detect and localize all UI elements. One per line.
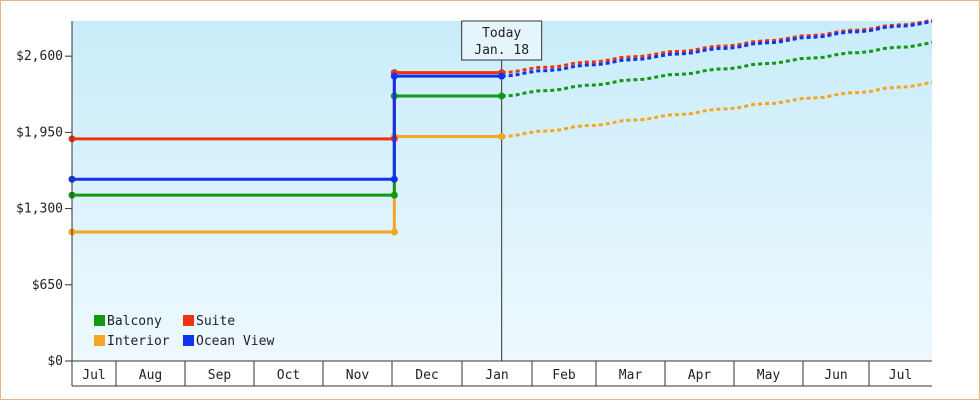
x-tick-label: Feb [552,368,576,383]
legend-swatch-ocean-view [183,335,194,346]
legend-swatch-balcony [94,315,105,326]
legend-swatch-interior [94,335,105,346]
forecast-line-interior [501,80,933,138]
legend-label-interior: Interior [107,334,170,349]
x-tick-label: Jul [82,368,105,383]
x-tick-label: Dec [415,368,438,383]
data-point-interior [390,228,398,236]
data-point-ocean-view [390,72,398,80]
data-point-balcony [498,92,506,100]
y-tick-label: $0 [47,354,63,369]
data-point-balcony [390,191,398,199]
x-tick-label: Apr [688,368,712,383]
x-tick-label: Aug [139,368,162,383]
x-tick-label: Jun [824,368,847,383]
forecast-line-balcony [501,41,933,98]
legend-swatch-suite [183,315,194,326]
today-box [461,20,543,61]
x-tick-label: May [757,368,781,383]
legend: Balcony Suite Interior Ocean View [94,314,274,349]
forecast-line-ocean-view [501,19,933,78]
legend-label-ocean-view: Ocean View [196,334,274,349]
x-tick-label: Nov [346,368,370,383]
legend-label-suite: Suite [196,314,235,329]
legend-label-balcony: Balcony [107,314,162,329]
x-axis: Jul Aug Sep Oct Nov Dec Jan Feb Mar Apr May Jun Jul [71,361,932,387]
series-line-ocean-view [72,74,502,181]
x-tick-label: Jul [889,368,912,383]
y-tick-label: $1,300 [16,202,63,217]
data-point-ocean-view [498,72,506,80]
today-marker: Today Jan. 18 [461,20,543,361]
today-label: Today [482,26,521,41]
y-tick-label: $2,600 [16,49,63,64]
x-axis-band [72,361,932,386]
data-point-interior [498,132,506,140]
forecast-line-suite [501,18,933,75]
x-tick-label: Mar [619,368,643,383]
y-axis-ticks: $0 $650 $1,300 $1,950 $2,600 [16,49,63,369]
x-tick-label: Oct [277,368,300,383]
data-point-ocean-view [390,175,398,183]
y-tick-label: $1,950 [16,125,63,140]
series-lines [68,18,933,236]
y-tick-marks [65,55,72,362]
x-tick-label: Sep [208,368,232,383]
x-tick-label: Jan [485,368,508,383]
today-date: Jan. 18 [474,43,529,58]
y-tick-label: $650 [32,278,63,293]
